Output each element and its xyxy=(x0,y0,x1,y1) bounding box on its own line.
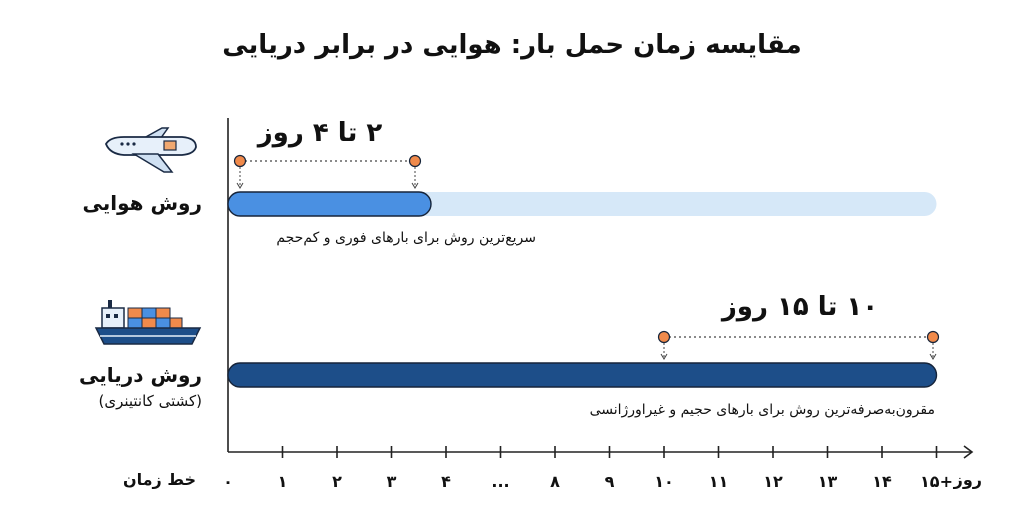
x-tick-label: ۹ xyxy=(605,472,615,491)
range-end-marker xyxy=(408,154,422,168)
range-end-marker xyxy=(233,154,247,168)
range-drop-arrow xyxy=(411,182,419,189)
note-sea: مقرون‌به‌صرفه‌ترین روش برای بارهای حجیم … xyxy=(589,402,935,418)
axis-name: خط زمان xyxy=(122,470,196,489)
x-tick-label: ۱۳ xyxy=(818,472,838,491)
range-drop-arrow xyxy=(929,353,937,360)
range-end-marker xyxy=(657,330,671,344)
chart-title: مقایسه زمان حمل بار: هوایی در برابر دریا… xyxy=(222,30,802,60)
range-end-marker xyxy=(926,330,940,344)
x-tick-label: ۲ xyxy=(332,472,342,491)
bar xyxy=(227,191,432,217)
method-label-sea: روش دریایی xyxy=(78,363,202,387)
x-tick-label: ۰ xyxy=(223,472,233,491)
range-drop-arrow xyxy=(660,353,668,360)
x-tick-label: ۱۰ xyxy=(654,472,674,491)
method-label-air: روش هوایی xyxy=(82,191,202,215)
x-tick-label: ۱ xyxy=(278,472,288,491)
container-ship-icon xyxy=(94,300,202,345)
method-sublabel-sea: (کشتی کانتینری) xyxy=(98,392,202,410)
range-drop-arrow xyxy=(236,182,244,189)
x-tick-label: ... xyxy=(491,472,509,491)
x-tick-label: ۳ xyxy=(387,472,397,491)
note-air: سریع‌ترین روش برای بارهای فوری و کم‌حجم xyxy=(276,230,536,246)
x-tick-label: ۱۱ xyxy=(709,472,729,491)
x-axis-arrow xyxy=(963,445,974,459)
range-label-sea: ۱۰ تا ۱۵ روز xyxy=(721,292,879,322)
range-label-air: ۲ تا ۴ روز xyxy=(257,118,383,148)
airplane-icon xyxy=(105,127,197,173)
x-tick-label: ۱۵+ xyxy=(920,472,953,491)
bar xyxy=(227,362,938,388)
x-tick-label: ۱۴ xyxy=(872,472,892,491)
x-tick-label: ۸ xyxy=(550,472,560,491)
x-tick-label: ۴ xyxy=(441,472,451,491)
x-tick-label: ۱۲ xyxy=(763,472,783,491)
axis-unit: روز xyxy=(953,470,982,489)
